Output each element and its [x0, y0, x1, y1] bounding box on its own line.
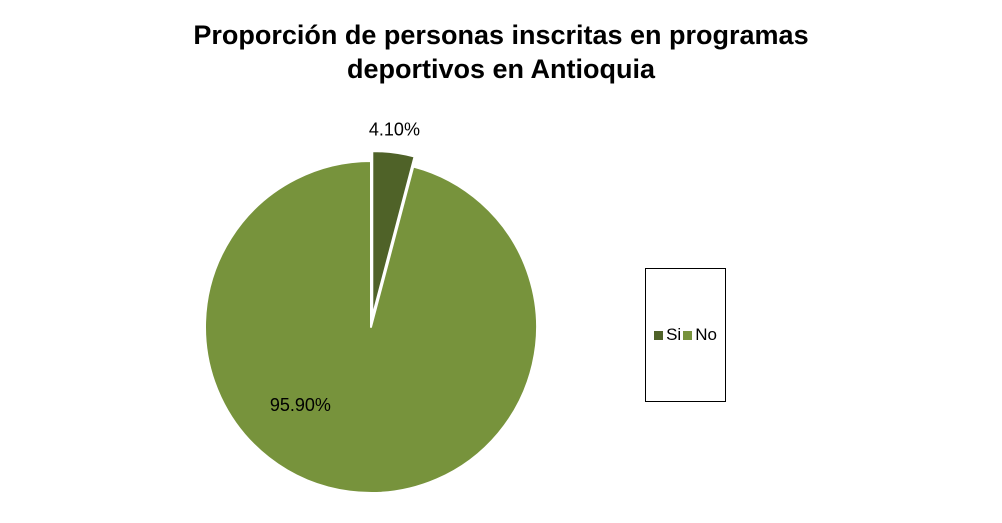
pie-slice-no [204, 160, 538, 494]
pie-data-labels: 4.10% 95.90% [270, 119, 420, 415]
legend-label-no: No [695, 325, 717, 344]
legend: Si No [645, 268, 726, 402]
pie-slice-si [371, 150, 416, 319]
legend-label-si: Si [666, 325, 682, 344]
data-label-no: 95.90% [270, 395, 331, 415]
data-label-si: 4.10% [369, 119, 420, 139]
chart-title: Proporción de personas inscritas en prog… [0, 18, 1002, 86]
pie-slices [204, 150, 538, 494]
chart-title-line-2: deportivos en Antioquia [346, 54, 655, 84]
legend-item-no: No [683, 325, 717, 345]
chart-title-line-1: Proporción de personas inscritas en prog… [193, 20, 809, 50]
legend-item-si: Si [654, 325, 681, 345]
legend-swatch-no [683, 330, 693, 340]
legend-swatch-si [654, 330, 664, 340]
